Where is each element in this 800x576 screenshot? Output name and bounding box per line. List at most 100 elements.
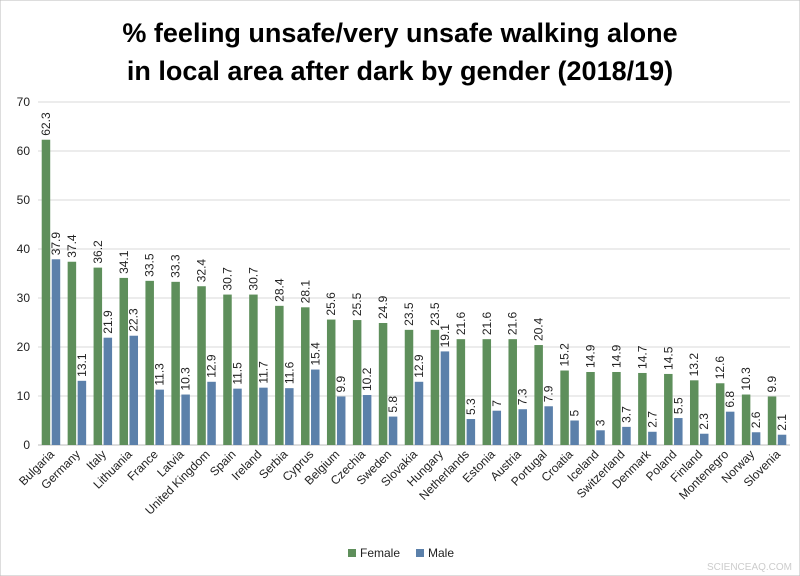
data-label: 13.1 xyxy=(75,353,89,377)
bar xyxy=(596,430,605,445)
bar xyxy=(311,369,320,445)
data-label: 10.3 xyxy=(179,367,193,391)
y-tick-label: 60 xyxy=(17,144,31,158)
bar xyxy=(648,431,657,445)
data-label: 11.3 xyxy=(153,363,167,386)
legend-swatch xyxy=(416,549,424,557)
y-tick-label: 50 xyxy=(17,193,31,207)
bar xyxy=(586,371,595,445)
bar xyxy=(482,339,492,445)
data-label: 5.3 xyxy=(464,398,478,415)
data-label: 12.9 xyxy=(412,354,426,378)
bar xyxy=(767,396,777,445)
bar xyxy=(689,380,699,445)
data-label: 12.6 xyxy=(713,356,727,380)
bar xyxy=(207,381,216,445)
legend-label: Female xyxy=(360,546,400,560)
bar xyxy=(388,416,398,445)
bar xyxy=(777,434,787,445)
bar xyxy=(404,329,414,445)
data-label: 28.1 xyxy=(298,280,312,304)
bar xyxy=(233,388,242,445)
data-label: 3.7 xyxy=(619,406,633,423)
bar xyxy=(77,380,87,445)
bar xyxy=(326,319,336,445)
y-tick-label: 30 xyxy=(17,291,31,305)
bar xyxy=(103,337,113,445)
data-label: 34.1 xyxy=(117,250,131,274)
data-label: 13.2 xyxy=(687,353,701,377)
data-label: 30.7 xyxy=(246,267,260,291)
data-label: 14.9 xyxy=(609,344,623,368)
bar xyxy=(612,371,621,445)
legend-swatch xyxy=(348,549,356,557)
data-label: 14.5 xyxy=(661,346,675,370)
watermark: SCIENCEAQ.COM xyxy=(707,562,792,573)
bar xyxy=(275,305,284,445)
bar xyxy=(41,139,51,446)
y-tick-label: 40 xyxy=(17,242,31,256)
bar xyxy=(223,294,232,445)
data-label: 3 xyxy=(594,419,608,426)
data-label: 2.7 xyxy=(645,411,659,428)
data-label: 14.9 xyxy=(584,344,598,368)
bar xyxy=(622,426,631,445)
data-label: 15.2 xyxy=(558,343,572,367)
bar xyxy=(699,433,709,445)
data-label: 22.3 xyxy=(127,308,141,332)
data-label: 21.6 xyxy=(454,311,468,335)
bar xyxy=(430,329,440,445)
data-label: 21.6 xyxy=(506,311,520,335)
bar xyxy=(492,410,502,445)
data-label: 37.9 xyxy=(49,232,63,256)
y-tick-label: 10 xyxy=(17,389,31,403)
bar xyxy=(155,389,164,445)
bar xyxy=(725,411,735,445)
data-label: 5.8 xyxy=(386,396,400,413)
bar xyxy=(638,372,647,445)
data-label: 23.5 xyxy=(428,302,442,326)
bar xyxy=(249,294,258,445)
y-tick-label: 20 xyxy=(17,340,31,354)
data-label: 12.9 xyxy=(205,354,219,378)
bar xyxy=(181,394,190,445)
data-label: 10.2 xyxy=(360,367,374,391)
data-label: 21.9 xyxy=(101,310,115,334)
data-label: 36.2 xyxy=(91,240,105,264)
data-label: 11.5 xyxy=(230,362,244,385)
data-label: 2.6 xyxy=(749,411,763,428)
data-label: 5.5 xyxy=(671,397,685,414)
bar xyxy=(67,261,77,445)
data-label: 28.4 xyxy=(272,278,286,302)
data-label: 20.4 xyxy=(532,317,546,341)
data-label: 7.9 xyxy=(542,385,556,402)
data-label: 23.5 xyxy=(402,302,416,326)
bar xyxy=(570,420,579,445)
bar xyxy=(352,320,362,445)
bar xyxy=(440,351,450,445)
data-label: 30.7 xyxy=(220,267,234,291)
data-label: 62.3 xyxy=(39,112,53,136)
bar xyxy=(414,381,424,445)
data-label: 37.4 xyxy=(65,234,79,258)
data-label: 25.6 xyxy=(324,292,338,316)
data-label: 15.4 xyxy=(308,342,322,366)
y-tick-label: 70 xyxy=(17,95,31,109)
data-label: 2.1 xyxy=(775,414,789,431)
bar xyxy=(336,396,346,445)
data-label: 33.3 xyxy=(169,254,183,278)
data-label: 5 xyxy=(568,410,582,417)
bar xyxy=(715,383,725,445)
bar xyxy=(534,345,543,445)
bar xyxy=(197,286,206,445)
data-label: 25.5 xyxy=(350,292,364,316)
bar xyxy=(129,335,139,445)
data-label: 6.8 xyxy=(723,391,737,408)
bar xyxy=(466,419,476,445)
data-label: 2.3 xyxy=(697,413,711,430)
bar xyxy=(560,370,569,445)
bar xyxy=(285,388,294,445)
bar xyxy=(456,339,466,445)
bar xyxy=(362,395,372,445)
